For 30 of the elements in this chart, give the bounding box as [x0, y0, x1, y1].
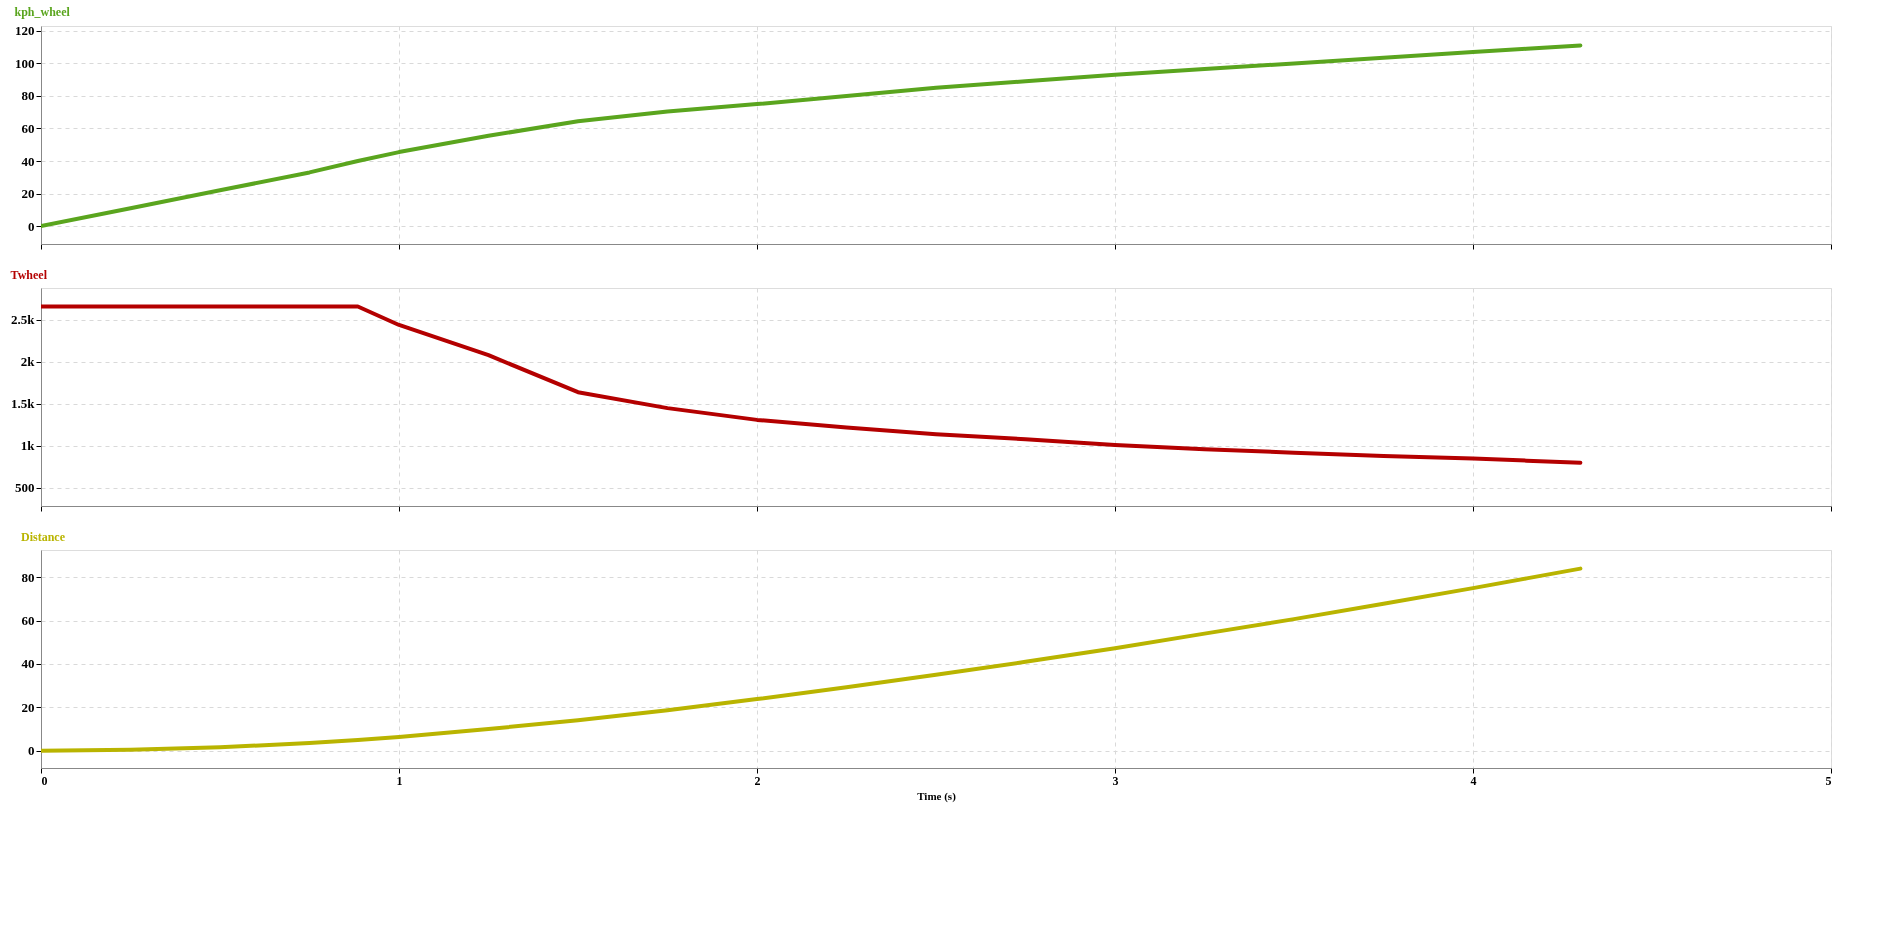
x-tick-label: 3: [1112, 773, 1119, 788]
y-tick-label: 60: [21, 120, 35, 136]
line-series: [41, 566, 1583, 753]
line-series: [41, 43, 1583, 229]
y-tick-label: 60: [21, 613, 35, 629]
chart-title: kph_wheel: [14, 4, 71, 19]
line-series: [41, 304, 1583, 465]
y-tick-label: 2k: [20, 354, 36, 370]
chart-title: Distance: [21, 530, 66, 544]
y-tick-label: 500: [15, 480, 35, 496]
x-tick-label: 0: [41, 773, 48, 788]
y-tick-label: 100: [15, 55, 35, 71]
y-tick-label: 40: [21, 153, 35, 169]
x-tick-label: 4: [1470, 773, 1477, 788]
y-tick-label: 0: [28, 743, 35, 759]
y-tick-label: 1k: [20, 438, 36, 454]
y-tick-label: 2.5k: [11, 312, 36, 328]
y-tick-label: 80: [21, 569, 35, 585]
x-tick-label: 2: [754, 773, 761, 788]
x-tick-label: 1: [396, 773, 403, 788]
y-tick-label: 40: [21, 656, 35, 672]
y-tick-label: 1.5k: [11, 396, 36, 412]
y-tick-label: 0: [28, 218, 35, 234]
y-tick-label: 120: [15, 23, 35, 39]
chart-title: Twheel: [10, 268, 48, 282]
y-tick-label: 20: [21, 186, 35, 202]
x-axis-title: Time (s): [917, 789, 957, 803]
y-tick-label: 80: [21, 88, 35, 104]
y-tick-label: 20: [21, 699, 35, 715]
x-tick-label: 5: [1825, 773, 1832, 788]
